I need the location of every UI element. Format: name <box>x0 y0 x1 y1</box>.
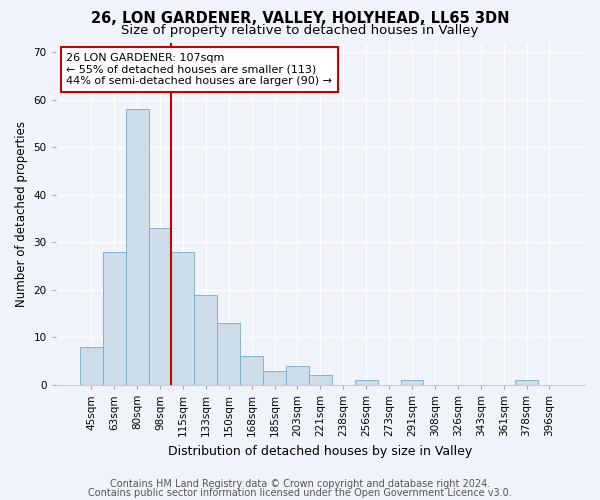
Bar <box>80 347 103 385</box>
X-axis label: Distribution of detached houses by size in Valley: Distribution of detached houses by size … <box>168 444 472 458</box>
Bar <box>515 380 538 385</box>
Text: 26, LON GARDENER, VALLEY, HOLYHEAD, LL65 3DN: 26, LON GARDENER, VALLEY, HOLYHEAD, LL65… <box>91 11 509 26</box>
Text: Size of property relative to detached houses in Valley: Size of property relative to detached ho… <box>121 24 479 37</box>
Bar <box>309 376 332 385</box>
Text: Contains public sector information licensed under the Open Government Licence v3: Contains public sector information licen… <box>88 488 512 498</box>
Y-axis label: Number of detached properties: Number of detached properties <box>15 121 28 307</box>
Bar <box>149 228 172 385</box>
Text: 26 LON GARDENER: 107sqm
← 55% of detached houses are smaller (113)
44% of semi-d: 26 LON GARDENER: 107sqm ← 55% of detache… <box>66 53 332 86</box>
Bar <box>355 380 377 385</box>
Bar <box>103 252 125 385</box>
Bar <box>240 356 263 385</box>
Bar <box>194 294 217 385</box>
Bar <box>286 366 309 385</box>
Bar <box>401 380 424 385</box>
Bar <box>263 370 286 385</box>
Bar <box>217 323 240 385</box>
Bar <box>125 109 149 385</box>
Bar <box>172 252 194 385</box>
Text: Contains HM Land Registry data © Crown copyright and database right 2024.: Contains HM Land Registry data © Crown c… <box>110 479 490 489</box>
